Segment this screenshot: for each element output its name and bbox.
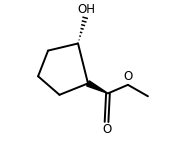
Polygon shape	[87, 81, 108, 93]
Text: OH: OH	[78, 3, 96, 16]
Text: O: O	[102, 123, 111, 136]
Text: O: O	[123, 71, 133, 84]
